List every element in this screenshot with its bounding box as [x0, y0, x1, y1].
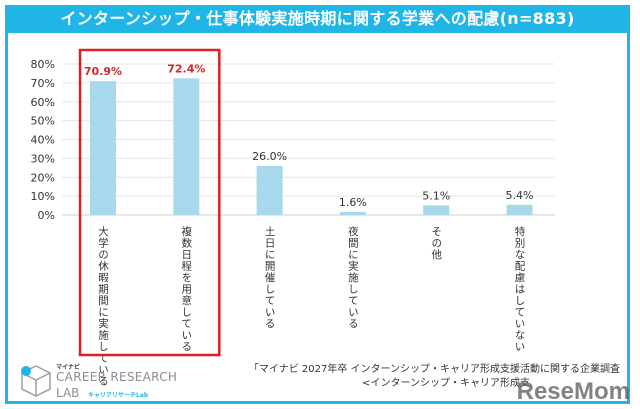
logo-kana: キャリアリサーチLab [88, 392, 149, 399]
y-tick-label: 20% [31, 171, 55, 184]
category-label: 複数日程を用意している [180, 225, 192, 352]
data-label: 5.1% [422, 189, 450, 202]
bar [256, 165, 283, 215]
source-line-2: <インターンシップ・キャリア形成支 [362, 378, 530, 389]
category-label: その他 [430, 226, 442, 261]
logo-lab: LAB [56, 386, 80, 400]
data-label: 5.4% [506, 189, 534, 202]
category-label: 夜間に実施している [347, 225, 359, 329]
bar [423, 205, 450, 215]
category-label: 特別な配慮はしていない [514, 226, 526, 353]
data-label: 1.6% [339, 196, 367, 209]
highlight-box [78, 48, 221, 357]
data-label: 26.0% [252, 150, 287, 163]
category-label: 土日に開催している [264, 225, 276, 329]
bar [90, 81, 116, 216]
y-tick-label: 70% [31, 77, 55, 90]
y-tick-label: 50% [31, 115, 55, 128]
bar [506, 204, 533, 215]
bar [173, 78, 200, 215]
data-label: 72.4% [167, 62, 205, 75]
resemom-watermark: ReseMom [516, 378, 630, 405]
career-research-lab-logo-icon [21, 365, 51, 397]
data-label: 70.9% [84, 65, 122, 78]
chart-title: インターンシップ・仕事体験実施時期に関する学業への配慮(n=883) [5, 5, 630, 33]
y-tick-label: 40% [31, 134, 55, 147]
logo-career-research: CAREER RESEARCH [56, 370, 178, 384]
y-tick-label: 0% [38, 209, 55, 222]
y-tick-label: 80% [31, 58, 55, 71]
y-tick-label: 60% [31, 96, 55, 109]
bar [339, 211, 366, 215]
y-tick-label: 30% [31, 152, 55, 165]
logo-mynavi: マイナビ [56, 364, 80, 371]
source-line-1: 「マイナビ 2027年卒 インターンシップ・キャリア形成支援活動に関する企業調査 [248, 364, 620, 375]
category-label: 大学の休暇期間に実施している [97, 225, 109, 387]
y-tick-label: 10% [31, 190, 55, 203]
